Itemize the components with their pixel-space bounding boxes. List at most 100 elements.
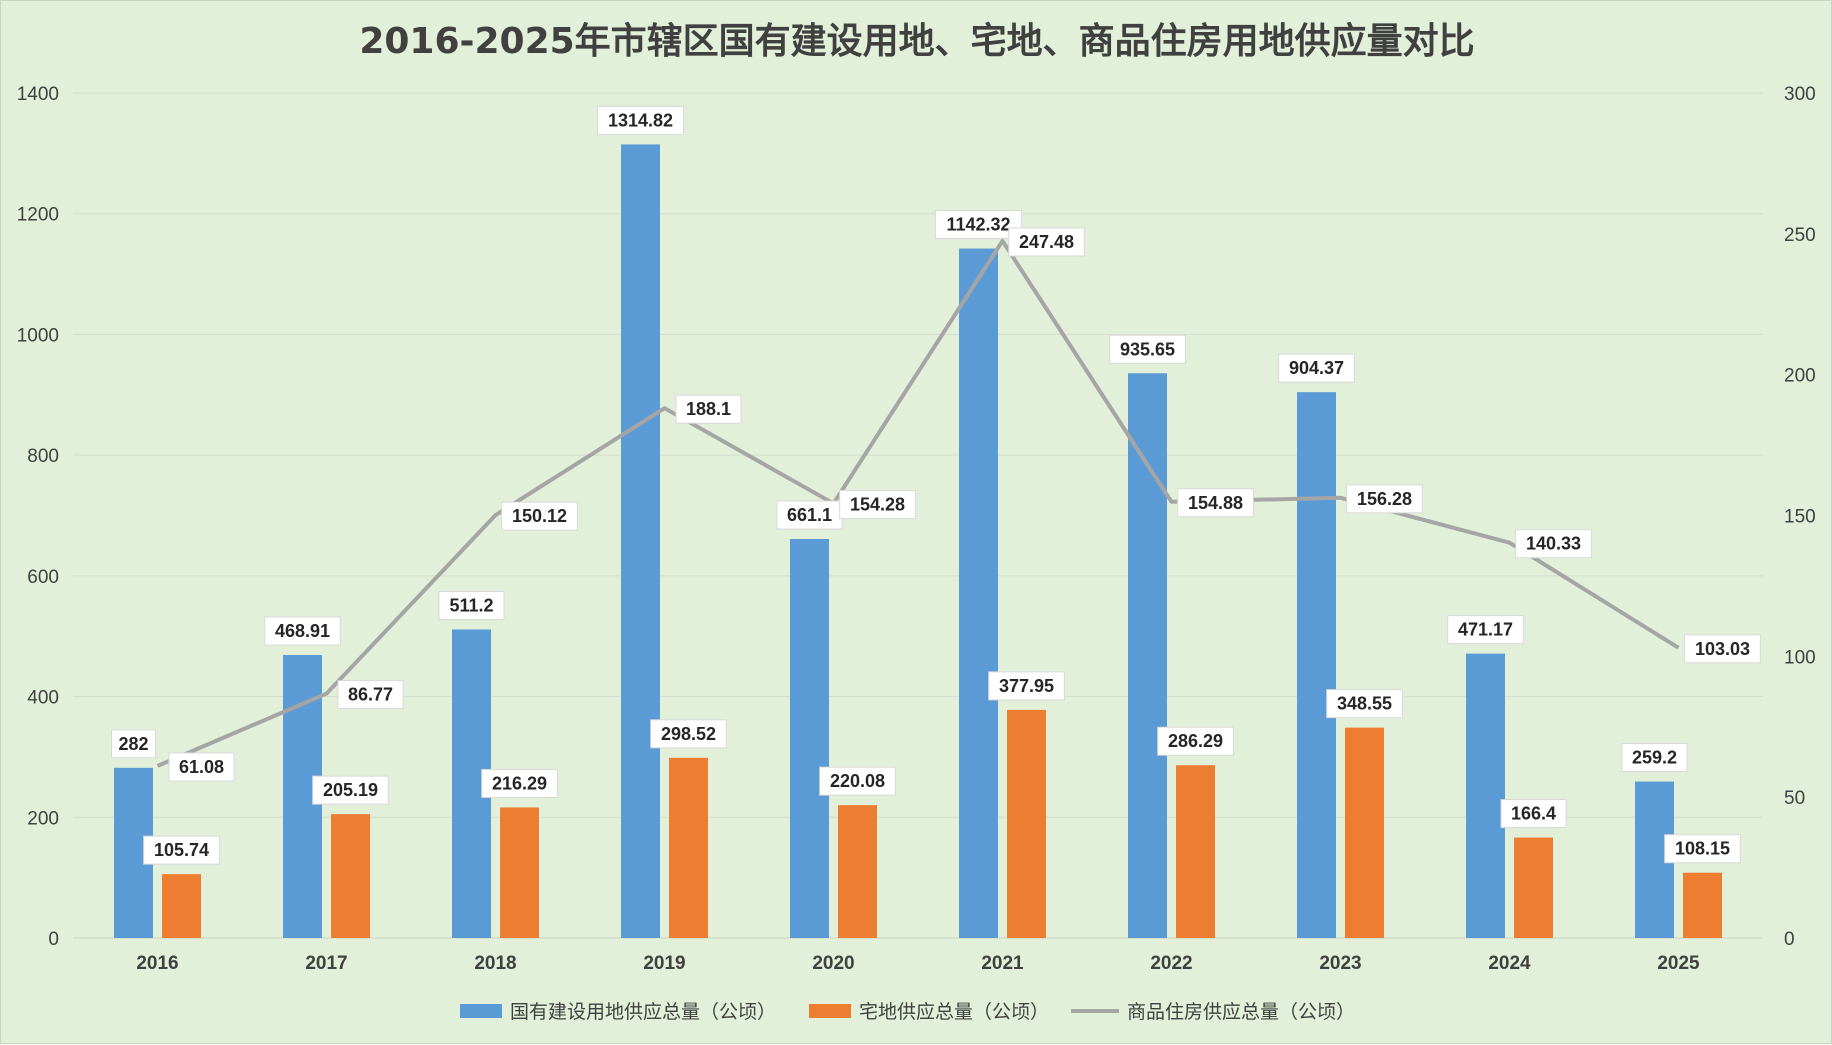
bar-construction-land bbox=[1466, 653, 1505, 938]
data-labels: 282 105.74 61.08 468.91 205.19 86.77 511.2 216.… bbox=[111, 105, 1761, 865]
bar-label-homestead-bg bbox=[819, 766, 896, 796]
bar-label-construction-land-bg bbox=[776, 500, 843, 530]
legend: 国有建设用地供应总量（公顷） 宅地供应总量（公顷） 商品住房供应总量（公顷） bbox=[460, 1001, 1355, 1023]
legend-label: 宅地供应总量（公顷） bbox=[859, 1001, 1049, 1023]
x-tick-label: 2025 bbox=[1657, 953, 1700, 974]
line-label-housing-supply-bg bbox=[168, 752, 235, 782]
right-tick-label: 150 bbox=[1784, 507, 1816, 528]
line-label-housing-supply-bg bbox=[675, 394, 742, 424]
x-tick-label: 2023 bbox=[1319, 953, 1361, 974]
line-label-housing-supply: 150.12 bbox=[512, 506, 567, 526]
bar-label-construction-land: 904.37 bbox=[1289, 358, 1344, 378]
line-label-housing-supply-bg bbox=[1008, 227, 1085, 257]
bar-label-homestead: 286.29 bbox=[1168, 731, 1223, 751]
bar-label-homestead: 166.4 bbox=[1511, 804, 1556, 824]
left-tick-label: 600 bbox=[27, 567, 59, 588]
bar-label-construction-land: 471.17 bbox=[1458, 620, 1513, 640]
line-label-housing-supply-bg bbox=[1177, 488, 1254, 518]
bar-label-construction-land-bg bbox=[1278, 353, 1355, 383]
chart-title: 2016-2025年市辖区国有建设用地、宅地、商品住房用地供应量对比 bbox=[359, 20, 1474, 62]
bar-label-homestead-bg bbox=[1664, 834, 1741, 864]
left-tick-label: 1200 bbox=[17, 205, 59, 226]
bar-label-homestead: 377.95 bbox=[999, 676, 1054, 696]
x-tick-label: 2021 bbox=[981, 953, 1024, 974]
bar-label-construction-land-bg bbox=[1621, 743, 1688, 773]
left-tick-label: 800 bbox=[27, 446, 59, 467]
bar-homestead bbox=[669, 757, 708, 938]
bar-series bbox=[114, 144, 1722, 939]
bar-label-construction-land-bg bbox=[438, 590, 505, 620]
left-tick-label: 0 bbox=[48, 929, 59, 950]
bar-label-construction-land: 1142.32 bbox=[946, 215, 1010, 235]
line-label-housing-supply: 156.28 bbox=[1357, 489, 1412, 509]
bar-label-construction-land: 661.1 bbox=[787, 505, 832, 525]
bar-construction-land bbox=[1128, 373, 1167, 938]
x-tick-label: 2018 bbox=[474, 953, 516, 974]
bar-homestead bbox=[331, 814, 370, 938]
legend-label: 国有建设用地供应总量（公顷） bbox=[510, 1001, 776, 1023]
x-tick-label: 2016 bbox=[136, 953, 178, 974]
right-tick-label: 0 bbox=[1784, 929, 1795, 950]
line-label-housing-supply-bg bbox=[1684, 634, 1761, 664]
bar-label-construction-land: 1314.82 bbox=[608, 110, 673, 130]
bar-construction-land bbox=[621, 144, 660, 938]
bar-label-construction-land-bg bbox=[111, 729, 156, 759]
x-tick-label: 2022 bbox=[1150, 953, 1192, 974]
line-label-housing-supply-bg bbox=[1515, 529, 1592, 559]
bar-construction-land bbox=[790, 538, 829, 938]
bar-label-construction-land: 282 bbox=[118, 734, 148, 754]
x-axis: 2016 2017 2018 2019 2020 2021 2022 2023 2024 2025 bbox=[136, 953, 1700, 974]
legend-swatch bbox=[809, 1004, 851, 1018]
line-label-housing-supply: 103.03 bbox=[1695, 639, 1750, 659]
left-tick-label: 1400 bbox=[17, 84, 59, 105]
bar-label-construction-land-bg bbox=[934, 210, 1023, 240]
bar-label-construction-land-bg bbox=[264, 616, 341, 646]
left-tick-label: 400 bbox=[27, 688, 59, 709]
line-label-housing-supply: 154.28 bbox=[850, 494, 905, 514]
bar-homestead bbox=[162, 874, 201, 938]
left-tick-label: 1000 bbox=[17, 325, 59, 346]
bar-label-construction-land: 511.2 bbox=[449, 595, 493, 615]
bar-label-homestead-bg bbox=[1326, 689, 1403, 719]
line-label-housing-supply-bg bbox=[501, 501, 578, 531]
bar-label-homestead-bg bbox=[312, 775, 389, 805]
line-series bbox=[156, 238, 1680, 768]
bar-label-construction-land-bg bbox=[1447, 615, 1524, 645]
left-axis: 0 200 400 600 800 1000 1200 1400 bbox=[17, 84, 59, 950]
bar-construction-land bbox=[959, 248, 998, 938]
line-label-housing-supply-bg bbox=[1346, 484, 1423, 514]
bar-label-homestead-bg bbox=[1157, 726, 1234, 756]
bar-label-homestead: 298.52 bbox=[661, 724, 716, 744]
bar-homestead bbox=[500, 807, 539, 938]
line-label-housing-supply: 247.48 bbox=[1019, 232, 1074, 252]
line-label-housing-supply: 61.08 bbox=[179, 757, 224, 777]
line-label-housing-supply: 86.77 bbox=[348, 685, 393, 705]
bar-label-homestead-bg bbox=[650, 719, 727, 749]
bar-label-homestead: 348.55 bbox=[1337, 694, 1392, 714]
legend-label: 商品住房供应总量（公顷） bbox=[1127, 1001, 1355, 1023]
x-tick-label: 2017 bbox=[305, 953, 347, 974]
bar-homestead bbox=[838, 805, 877, 938]
bar-label-construction-land: 468.91 bbox=[275, 621, 330, 641]
bar-label-homestead: 108.15 bbox=[1675, 839, 1730, 859]
bar-construction-land bbox=[1297, 392, 1336, 939]
bar-label-homestead-bg bbox=[1500, 799, 1567, 829]
bar-label-construction-land: 259.2 bbox=[1632, 748, 1677, 768]
line-label-housing-supply: 188.1 bbox=[686, 399, 731, 419]
right-tick-label: 300 bbox=[1784, 84, 1816, 105]
line-label-housing-supply-bg bbox=[337, 680, 404, 710]
bar-label-construction-land: 935.65 bbox=[1120, 339, 1175, 359]
line-label-housing-supply: 140.33 bbox=[1526, 534, 1581, 554]
bar-label-homestead-bg bbox=[143, 835, 220, 865]
bar-homestead bbox=[1683, 872, 1722, 938]
bar-homestead bbox=[1514, 837, 1553, 938]
bar-label-homestead: 205.19 bbox=[323, 780, 378, 800]
right-tick-label: 250 bbox=[1784, 225, 1816, 246]
left-tick-label: 200 bbox=[27, 808, 59, 829]
bar-label-homestead: 105.74 bbox=[154, 840, 209, 860]
right-tick-label: 100 bbox=[1784, 647, 1816, 668]
line-label-housing-supply-bg bbox=[839, 489, 916, 519]
right-axis: 0 50 100 150 200 250 300 bbox=[1784, 84, 1816, 950]
